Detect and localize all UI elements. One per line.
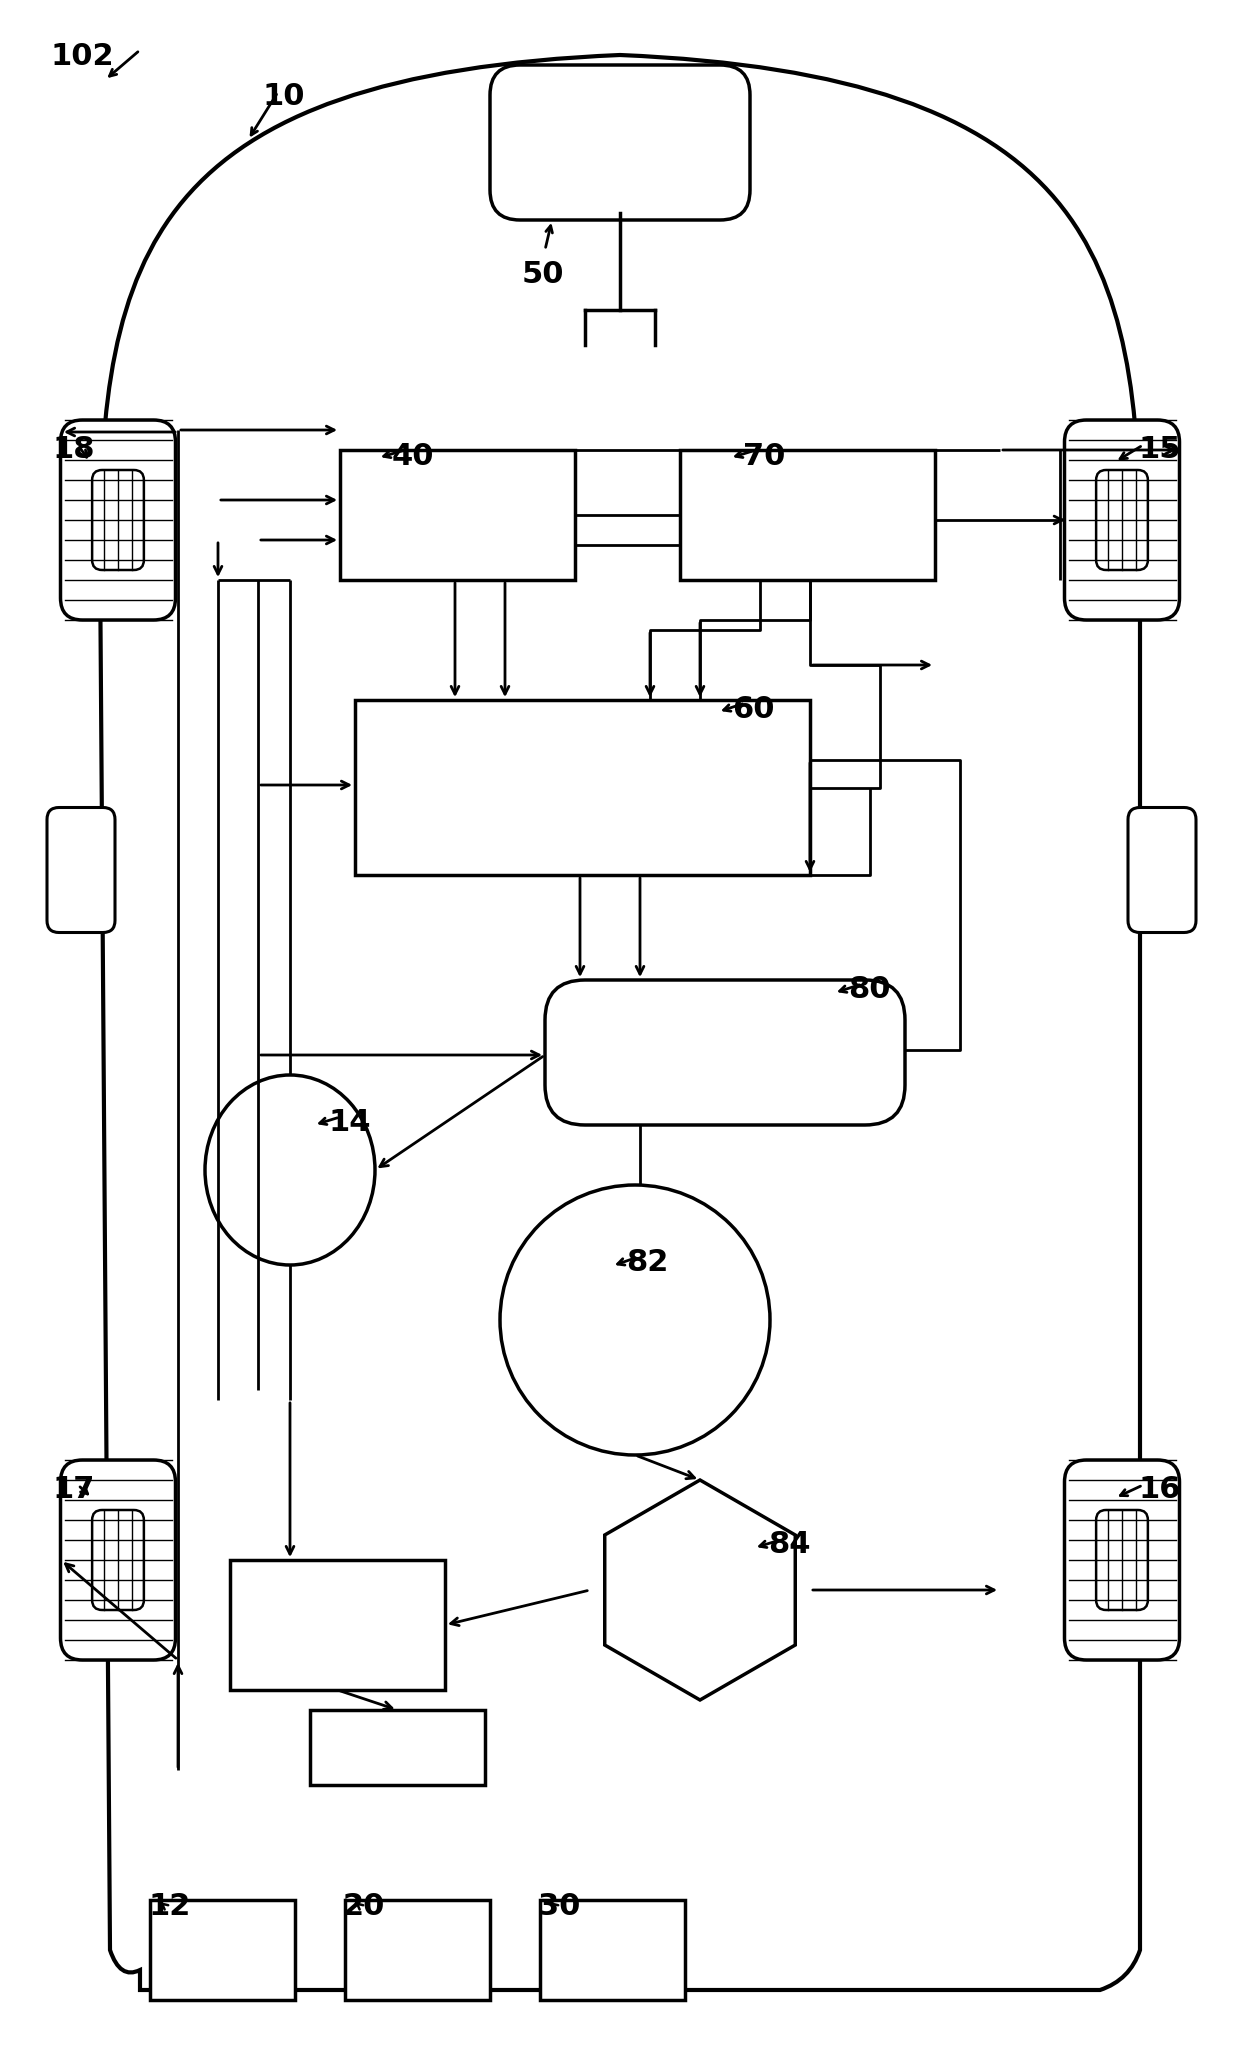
Text: 20: 20 xyxy=(343,1891,386,1920)
Bar xyxy=(680,451,935,580)
Text: 80: 80 xyxy=(848,975,890,1004)
FancyBboxPatch shape xyxy=(1128,807,1197,932)
Text: 10: 10 xyxy=(262,82,305,111)
Text: 82: 82 xyxy=(626,1247,668,1278)
Bar xyxy=(539,1900,684,2000)
Text: 12: 12 xyxy=(148,1891,191,1920)
Text: 18: 18 xyxy=(52,434,94,463)
Text: 14: 14 xyxy=(329,1107,371,1136)
Text: 60: 60 xyxy=(732,696,775,724)
Bar xyxy=(355,700,810,875)
FancyBboxPatch shape xyxy=(92,1511,144,1609)
Text: 40: 40 xyxy=(392,442,434,471)
FancyBboxPatch shape xyxy=(546,980,905,1126)
FancyBboxPatch shape xyxy=(61,1459,176,1661)
Ellipse shape xyxy=(205,1074,374,1266)
Text: 17: 17 xyxy=(52,1476,94,1504)
Circle shape xyxy=(500,1185,770,1455)
Bar xyxy=(340,451,575,580)
Text: 50: 50 xyxy=(522,259,564,288)
Bar xyxy=(345,1900,490,2000)
FancyBboxPatch shape xyxy=(1064,1459,1179,1661)
FancyBboxPatch shape xyxy=(1096,1511,1148,1609)
FancyBboxPatch shape xyxy=(92,469,144,570)
FancyBboxPatch shape xyxy=(490,66,750,220)
Bar xyxy=(150,1900,295,2000)
Text: 84: 84 xyxy=(768,1529,811,1560)
FancyBboxPatch shape xyxy=(1064,420,1179,619)
Text: 70: 70 xyxy=(743,442,785,471)
Text: 102: 102 xyxy=(50,41,114,70)
Polygon shape xyxy=(605,1480,795,1700)
FancyBboxPatch shape xyxy=(61,420,176,619)
FancyBboxPatch shape xyxy=(47,807,115,932)
PathPatch shape xyxy=(100,56,1140,1990)
Text: 15: 15 xyxy=(1138,434,1180,463)
Bar xyxy=(229,1560,445,1690)
FancyBboxPatch shape xyxy=(1096,469,1148,570)
Text: 30: 30 xyxy=(538,1891,580,1920)
Text: 16: 16 xyxy=(1138,1476,1180,1504)
Bar xyxy=(310,1710,485,1784)
